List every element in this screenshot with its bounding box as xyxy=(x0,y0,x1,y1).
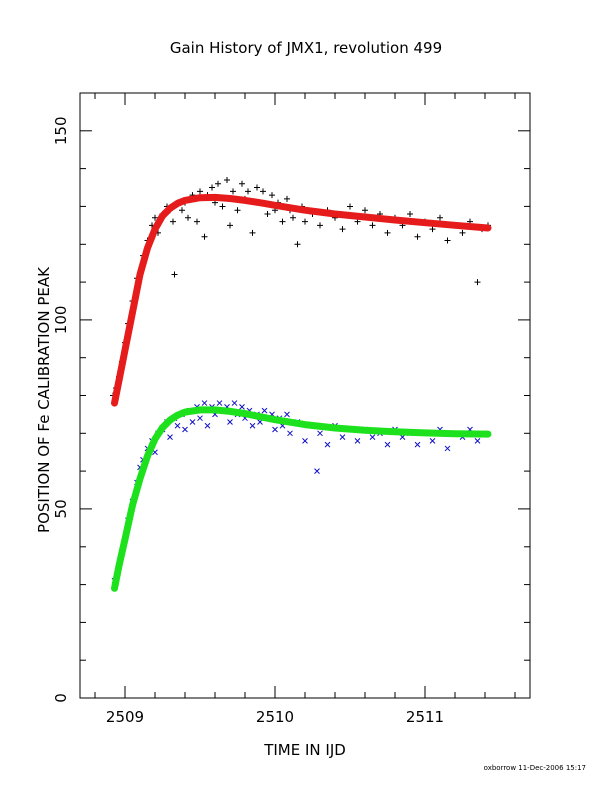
data-point-0-34 xyxy=(234,207,241,214)
footer-stamp: oxborrow 11-Dec-2006 15:17 xyxy=(484,764,586,772)
fit-curve-0 xyxy=(111,193,492,407)
data-point-0-37 xyxy=(245,188,251,195)
data-point-0-67 xyxy=(414,233,421,240)
data-point-0-73 xyxy=(459,229,466,236)
data-point-0-38 xyxy=(249,229,256,236)
data-point-0-23 xyxy=(194,218,200,225)
data-point-0-24 xyxy=(197,188,203,195)
data-point-1-15 xyxy=(167,434,173,440)
data-point-0-47 xyxy=(284,195,290,202)
data-point-0-21 xyxy=(185,214,191,221)
data-point-1-21 xyxy=(189,419,196,425)
plot-area xyxy=(110,176,492,592)
data-point-1-51 xyxy=(314,468,320,474)
data-point-1-52 xyxy=(317,430,323,437)
data-point-1-24 xyxy=(201,400,208,406)
x-axis-label: TIME IN IJD xyxy=(263,741,346,759)
y-tick-label-2: 100 xyxy=(52,306,70,335)
data-point-1-34 xyxy=(239,403,245,410)
plot-frame xyxy=(79,92,531,699)
data-point-0-11 xyxy=(152,214,158,221)
axis-ticks: 0 50 100 150 2509 2510 2511 xyxy=(52,92,530,726)
data-point-0-33 xyxy=(230,188,236,195)
data-point-1-46 xyxy=(284,411,290,418)
data-point-0-57 xyxy=(339,226,346,233)
data-point-1-65 xyxy=(414,441,421,448)
data-point-0-30 xyxy=(219,203,226,210)
x-tick-label-2: 2511 xyxy=(406,708,444,726)
data-point-0-42 xyxy=(264,211,271,217)
fit-curve-1 xyxy=(111,406,492,592)
data-point-0-52 xyxy=(302,218,308,225)
data-point-0-46 xyxy=(279,218,286,225)
data-point-0-70 xyxy=(437,214,443,221)
y-tick-label-1: 50 xyxy=(52,499,70,518)
data-point-0-25 xyxy=(201,233,208,240)
data-point-0-58 xyxy=(347,203,353,210)
x-tick-label-0: 2509 xyxy=(106,708,144,726)
data-point-1-59 xyxy=(369,434,376,440)
data-point-0-71 xyxy=(444,237,451,244)
data-point-0-60 xyxy=(362,207,368,214)
data-point-0-17 xyxy=(171,271,178,278)
data-point-1-49 xyxy=(302,438,308,444)
data-point-1-32 xyxy=(231,400,238,406)
data-point-0-49 xyxy=(290,214,296,221)
data-point-1-23 xyxy=(197,415,203,422)
data-point-1-61 xyxy=(384,441,391,448)
data-point-1-53 xyxy=(324,441,331,448)
data-point-1-19 xyxy=(182,426,188,433)
data-point-1-37 xyxy=(249,422,256,429)
data-point-1-55 xyxy=(339,434,346,440)
data-point-0-16 xyxy=(170,218,176,225)
y-tick-label-3: 150 xyxy=(52,116,70,145)
data-point-0-32 xyxy=(227,222,233,229)
data-point-0-43 xyxy=(269,192,275,199)
data-point-0-39 xyxy=(254,184,260,191)
chart-title: Gain History of JMX1, revolution 499 xyxy=(170,39,442,57)
data-point-1-57 xyxy=(354,438,361,444)
data-point-1-31 xyxy=(227,419,233,425)
data-point-0-29 xyxy=(215,180,221,187)
data-point-1-25 xyxy=(204,422,211,429)
data-point-1-47 xyxy=(287,430,293,437)
data-point-0-66 xyxy=(407,211,413,217)
data-point-0-61 xyxy=(369,222,376,229)
data-point-1-43 xyxy=(272,426,278,433)
data-point-1-17 xyxy=(174,422,181,429)
y-tick-label-0: 0 xyxy=(52,693,70,703)
data-point-1-67 xyxy=(429,438,436,444)
data-point-0-69 xyxy=(429,226,436,233)
data-point-0-75 xyxy=(474,279,481,286)
scatter-series-1 xyxy=(111,400,488,584)
data-point-1-40 xyxy=(261,407,268,414)
data-point-0-31 xyxy=(224,176,230,183)
data-point-1-73 xyxy=(474,438,481,444)
x-tick-label-1: 2510 xyxy=(256,708,294,726)
data-point-1-69 xyxy=(444,445,451,452)
y-axis-label: POSITION OF Fe CALIBRATION PEAK xyxy=(35,266,53,533)
data-point-0-54 xyxy=(317,222,323,229)
data-point-0-19 xyxy=(179,207,185,214)
data-point-0-63 xyxy=(384,229,391,236)
data-point-0-41 xyxy=(260,188,266,195)
data-point-0-27 xyxy=(209,184,215,191)
data-point-0-50 xyxy=(294,241,301,248)
data-point-1-28 xyxy=(216,400,223,406)
data-point-0-35 xyxy=(239,180,245,187)
